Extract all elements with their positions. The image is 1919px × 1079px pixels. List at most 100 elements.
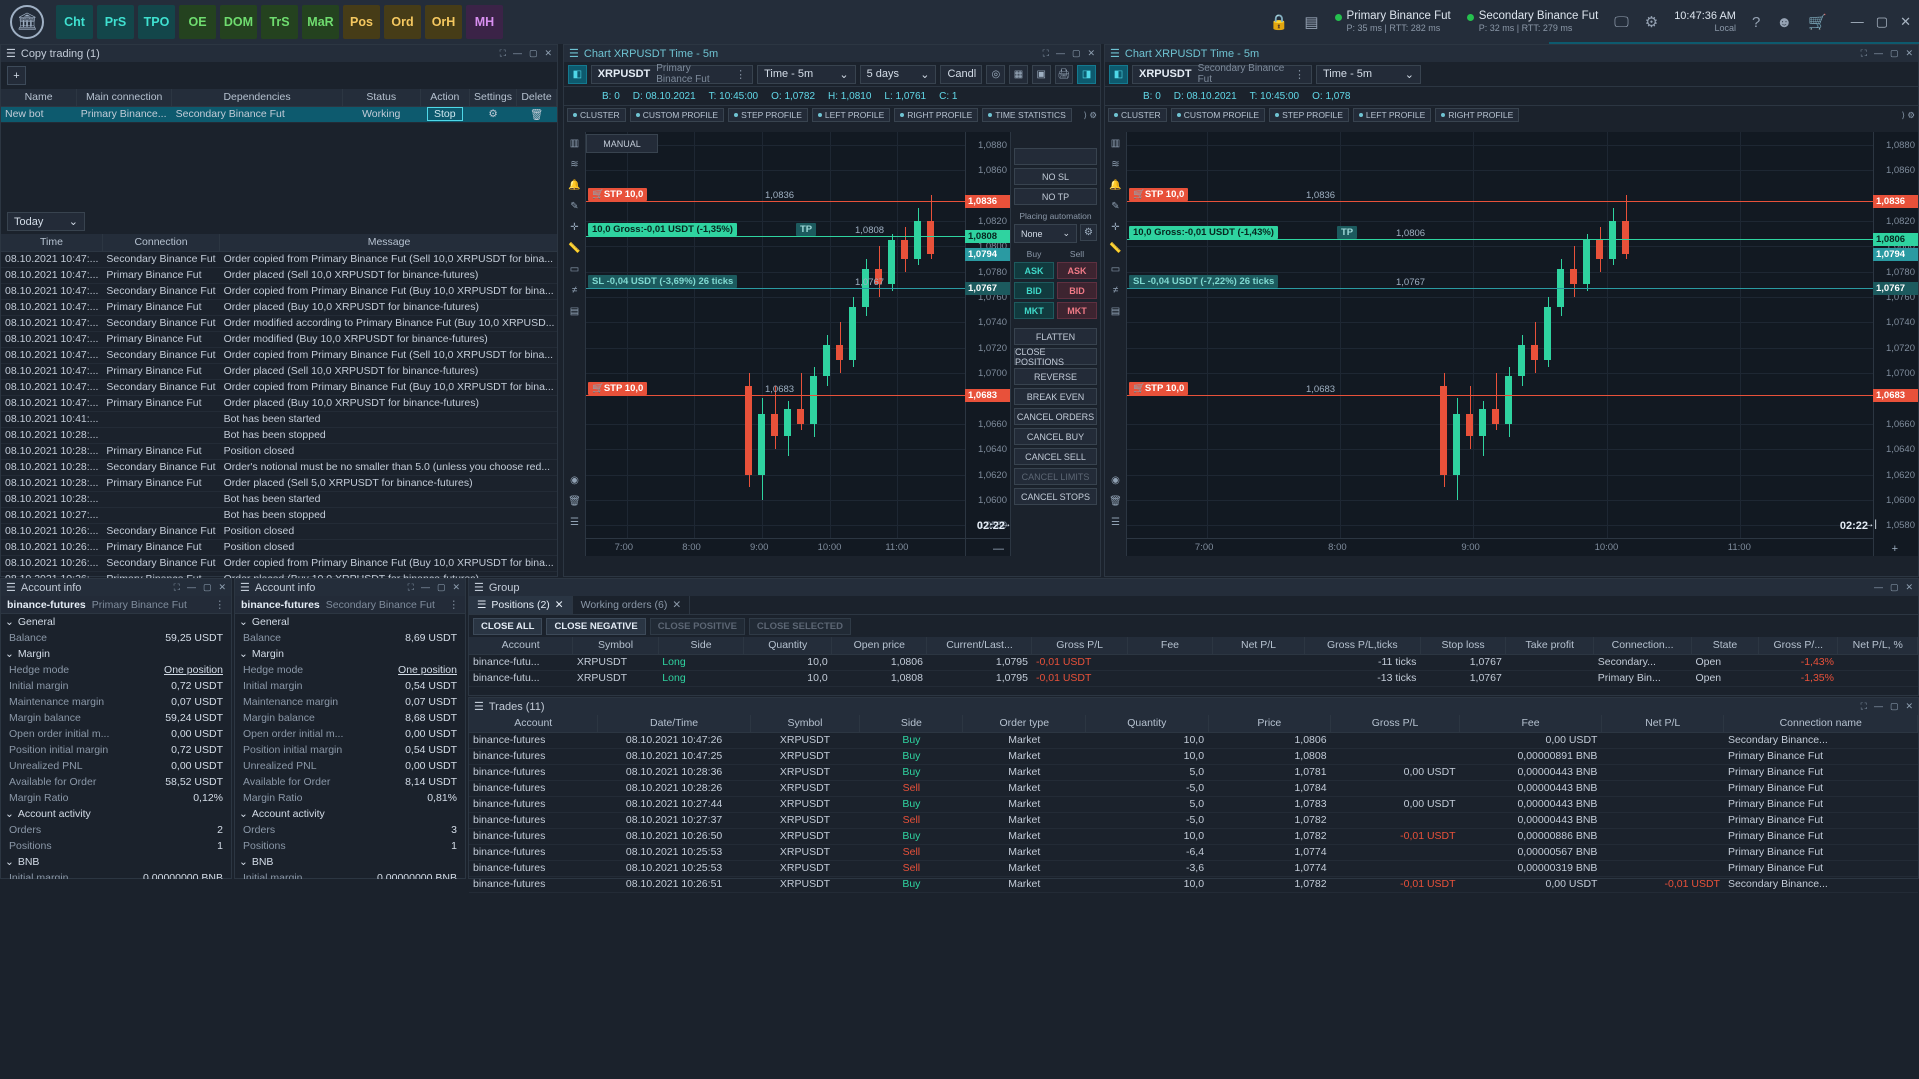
list-item[interactable]: 08.10.2021 10:47:... Primary Binance Fut O… (1, 363, 557, 380)
tab-positions-[interactable]: ☰ Positions (2) ✕ (469, 596, 573, 614)
col-symbol[interactable]: Symbol (750, 715, 861, 733)
footer-custom-profile[interactable]: CUSTOM PROFILE (1170, 108, 1266, 122)
automation-select[interactable]: None ⌄ (1014, 224, 1077, 243)
ruler-icon[interactable]: 📏 (1109, 243, 1122, 254)
cart-icon[interactable]: 🛒 (1808, 14, 1827, 31)
chart1-y-axis[interactable]: 1,0880 1,0860 1,0820 1,0800 1,0780 1,0760 1,07… (965, 132, 1010, 556)
menu-icon[interactable]: ☰ (6, 582, 16, 594)
menu-icon[interactable]: ☰ (569, 48, 579, 60)
account1-selector[interactable]: binance-futures Primary Binance Fut ⋮ (1, 596, 231, 614)
chart2-symbol-selector[interactable]: XRPUSDT Secondary Binance Fut ⋮ (1132, 63, 1312, 85)
bars-icon[interactable]: ▥ (569, 138, 580, 149)
module-button-oe[interactable]: OE (179, 5, 216, 39)
col-time[interactable]: Time (1, 234, 103, 252)
bars-icon[interactable]: ▥ (1110, 138, 1121, 149)
pencil-icon[interactable]: ✎ (1111, 201, 1120, 212)
log-filter-select[interactable]: Today ⌄ (7, 212, 85, 231)
grid-icon[interactable]: ▦ (1009, 64, 1028, 84)
layout-icon[interactable]: ▤ (1304, 14, 1319, 31)
restore-icon[interactable]: ⛶ (1860, 48, 1867, 58)
table-row[interactable]: binance-futures 08.10.2021 10:27:44 XRPUSD… (469, 796, 1918, 813)
text-icon[interactable]: ▤ (569, 306, 580, 317)
quantity-input[interactable] (1014, 148, 1097, 165)
footer-right-profile[interactable]: RIGHT PROFILE (894, 108, 979, 122)
list-item[interactable]: 08.10.2021 10:47:... Secondary Binance Fu… (1, 251, 557, 268)
restore-icon[interactable]: ⛶ (407, 582, 414, 592)
reverse-button[interactable]: REVERSE (1014, 368, 1097, 385)
maximize-icon[interactable]: ▢ (202, 582, 212, 592)
col-connection-name[interactable]: Connection name (1723, 715, 1918, 733)
list-item[interactable]: 08.10.2021 10:28:... Primary Binance Fut O… (1, 475, 557, 492)
minimize-icon[interactable]: — (1873, 48, 1883, 58)
col-fee[interactable]: Fee (1127, 637, 1214, 655)
gear-icon[interactable]: ⚙ (1907, 109, 1915, 120)
maximize-icon[interactable]: ▢ (1889, 48, 1899, 58)
account-section-general[interactable]: ⌄ General (1, 614, 231, 630)
close-icon[interactable]: ✕ (1900, 14, 1911, 29)
close-icon[interactable]: ✕ (672, 599, 682, 611)
gear-icon[interactable]: ⚙ (469, 106, 517, 123)
table-row[interactable]: binance-futures 08.10.2021 10:25:53 XRPUSD… (469, 844, 1918, 861)
col-quantity[interactable]: Quantity (743, 637, 833, 655)
manual-mode-badge[interactable]: MANUAL (586, 134, 658, 153)
account-value[interactable]: One position (398, 664, 457, 676)
buy-bid-button[interactable]: BID (1014, 282, 1054, 299)
chart-type-icon[interactable]: ◧ (1109, 64, 1128, 84)
close-icon[interactable]: ✕ (1905, 48, 1913, 58)
menu-icon[interactable]: ☰ (474, 701, 484, 713)
tab-working-orders-[interactable]: Working orders (6) ✕ (573, 596, 691, 614)
tp-badge[interactable]: TP (1337, 225, 1358, 239)
table-row[interactable]: binance-futures 08.10.2021 10:28:36 XRPUSD… (469, 764, 1918, 781)
order-line-pos[interactable] (586, 236, 965, 238)
close-icon[interactable]: ✕ (544, 48, 552, 58)
footer-right-profile[interactable]: RIGHT PROFILE (1435, 108, 1520, 122)
minimize-icon[interactable]: — (1850, 14, 1864, 29)
module-button-pos[interactable]: Pos (343, 5, 380, 39)
tp-badge[interactable]: TP (796, 223, 817, 237)
module-button-orh[interactable]: OrH (425, 5, 462, 39)
close-positions-button[interactable]: CLOSE POSITIONS (1014, 347, 1097, 367)
connection-primary[interactable]: Primary Binance Fut P: 35 ms | RTT: 282 … (1334, 10, 1451, 34)
layers-icon[interactable]: ≋ (570, 159, 579, 170)
rect-icon[interactable]: ▭ (1110, 264, 1121, 275)
col-message[interactable]: Message (219, 234, 557, 252)
trash-icon[interactable]: 🗑 (516, 106, 557, 123)
col-fee[interactable]: Fee (1459, 715, 1602, 733)
chart2-y-axis[interactable]: 1,0880 1,0860 1,0820 1,0800 1,0780 1,0760 1,07… (1873, 132, 1918, 556)
order-label-stp[interactable]: 🛒 STP 10,0 (1129, 381, 1189, 395)
sell-mkt-button[interactable]: MKT (1057, 302, 1097, 319)
col-account[interactable]: Account (469, 715, 599, 733)
col-date-time[interactable]: Date/Time (597, 715, 751, 733)
list-item[interactable]: 08.10.2021 10:26:... Secondary Binance Fu… (1, 523, 557, 540)
expand-icon[interactable]: ⟩ (1083, 109, 1087, 120)
maximize-icon[interactable]: ▢ (1071, 48, 1081, 58)
module-button-tpo[interactable]: TPO (138, 5, 175, 39)
restore-icon[interactable]: ⛶ (1042, 48, 1049, 58)
target-icon[interactable]: ◉ (570, 475, 579, 486)
chart2-canvas[interactable]: ▥ ≋ 🔔 ✎ ✛ 📏 ▭ ≠ ▤ ◉ 🗑 ☰ 🛒 STP 10,0 1,0836… (1105, 132, 1918, 556)
col-open-price[interactable]: Open price (831, 637, 928, 655)
order-line-stp[interactable] (586, 200, 965, 202)
expand-icon[interactable]: ⟩ (1901, 109, 1905, 120)
no-tp-button[interactable]: NO TP (1014, 188, 1097, 205)
maximize-icon[interactable]: ▢ (1889, 582, 1899, 592)
close-icon[interactable]: ✕ (218, 582, 226, 592)
account-section-margin[interactable]: ⌄ Margin (1, 646, 231, 662)
list-item[interactable]: 08.10.2021 10:27:... Bot has been stopped (1, 507, 557, 524)
more-icon[interactable]: ⋮ (448, 598, 460, 611)
list-item[interactable]: 08.10.2021 10:47:... Secondary Binance Fu… (1, 347, 557, 364)
col-price[interactable]: Price (1208, 715, 1332, 733)
order-line-stp[interactable] (1127, 394, 1873, 396)
footer-custom-profile[interactable]: CUSTOM PROFILE (629, 108, 725, 122)
ruler-icon[interactable]: 📏 (568, 243, 581, 254)
close-icon[interactable]: ✕ (1905, 582, 1913, 592)
connection-secondary[interactable]: Secondary Binance Fut P: 32 ms | RTT: 27… (1466, 10, 1598, 34)
save-icon[interactable]: ▣ (1031, 64, 1051, 84)
buy-mkt-button[interactable]: MKT (1014, 302, 1054, 319)
order-label-sl[interactable]: SL -0,04 USDT (-3,69%) 26 ticks (588, 275, 738, 289)
help-icon[interactable]: ? (1751, 13, 1761, 31)
alert-icon[interactable]: 🔔 (568, 180, 581, 191)
cancel-sell-button[interactable]: CANCEL SELL (1014, 448, 1097, 465)
table-row[interactable]: binance-futures 08.10.2021 10:26:51 XRPUSD… (469, 876, 1918, 893)
col-gross-p-[interactable]: Gross P/... (1758, 637, 1839, 655)
